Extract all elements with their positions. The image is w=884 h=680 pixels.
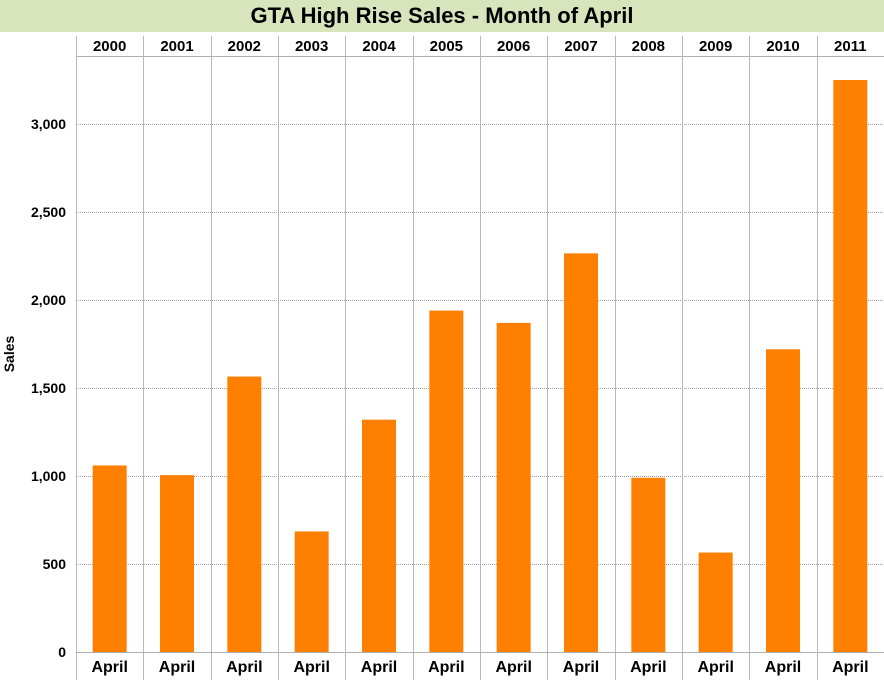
x-sublabel-2003: April: [293, 659, 329, 676]
x-category-label-2007: 2007: [564, 38, 597, 55]
x-sublabel-2005: April: [428, 659, 464, 676]
x-sublabel-2009: April: [697, 659, 733, 676]
y-tick-label-0: 0: [58, 644, 66, 660]
x-category-label-2009: 2009: [699, 38, 732, 55]
x-category-label-2004: 2004: [362, 38, 396, 55]
bar-2009: [698, 552, 733, 652]
y-tick-label-6: 3,000: [31, 116, 66, 132]
bar-2004: [362, 419, 396, 652]
x-sublabel-2002: April: [226, 659, 262, 676]
y-tick-label-5: 2,500: [31, 204, 66, 220]
x-sublabel-2011: April: [832, 659, 868, 676]
y-tick-label-4: 2,000: [31, 292, 66, 308]
x-category-label-2002: 2002: [228, 38, 261, 55]
chart-title: GTA High Rise Sales - Month of April: [0, 0, 884, 32]
x-category-label-2011: 2011: [834, 38, 867, 55]
x-category-label-2008: 2008: [632, 38, 665, 55]
labels-layer: 0 500 1,000 1,500 2,000 2,500 3,000 Sales 2000 Ap…: [1, 38, 869, 676]
bar-2006: [496, 322, 531, 652]
bar-2003: [294, 531, 329, 652]
x-category-label-2006: 2006: [497, 38, 530, 55]
bar-2010: [766, 349, 800, 652]
bar-2002: [227, 376, 262, 652]
x-sublabel-2000: April: [91, 659, 127, 676]
x-category-label-2005: 2005: [430, 38, 463, 55]
y-tick-label-1: 500: [43, 556, 67, 572]
y-tick-label-3: 1,500: [31, 380, 66, 396]
x-category-label-2000: 2000: [93, 38, 126, 55]
bar-2000: [92, 465, 127, 652]
y-tick-label-2: 1,000: [31, 468, 66, 484]
bar-2001: [160, 475, 194, 652]
x-sublabel-2006: April: [495, 659, 531, 676]
bar-2011: [833, 80, 868, 652]
grid-layer: [76, 36, 884, 680]
x-sublabel-2010: April: [765, 659, 801, 676]
bars-layer: [92, 80, 868, 653]
x-sublabel-2008: April: [630, 659, 666, 676]
x-category-label-2003: 2003: [295, 38, 328, 55]
y-axis-label: Sales: [1, 335, 17, 372]
x-category-label-2001: 2001: [160, 38, 193, 55]
bar-2005: [429, 310, 464, 652]
bar-2007: [564, 253, 598, 653]
x-category-label-2010: 2010: [766, 38, 799, 55]
bar-2008: [631, 477, 666, 652]
x-sublabel-2001: April: [159, 659, 195, 676]
x-sublabel-2007: April: [563, 659, 599, 676]
x-sublabel-2004: April: [361, 659, 397, 676]
